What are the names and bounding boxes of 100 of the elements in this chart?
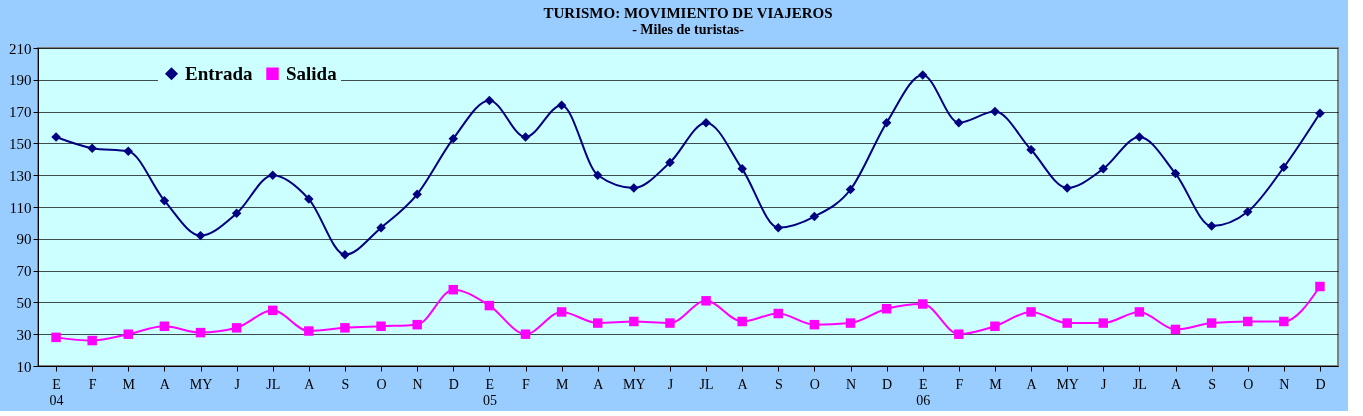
x-tick-label: F — [88, 376, 97, 392]
point — [1026, 307, 1036, 317]
point — [773, 222, 784, 233]
point — [990, 106, 1000, 117]
point — [990, 321, 1000, 331]
x-tick-label: JL — [699, 376, 714, 392]
point — [1026, 145, 1036, 155]
point — [1062, 318, 1072, 328]
y-tick-label: 110 — [9, 199, 32, 216]
point — [665, 157, 675, 168]
y-tick-label: 190 — [9, 72, 32, 89]
y-tick-label: 70 — [16, 263, 32, 280]
point — [484, 95, 495, 106]
x-tick-label: E 05 — [482, 376, 497, 408]
point — [195, 230, 206, 241]
y-tick-label: 50 — [16, 294, 32, 311]
chart-subtitle: - Miles de turistas- — [632, 22, 745, 37]
point — [520, 329, 531, 339]
point — [701, 296, 711, 306]
point — [1206, 318, 1217, 328]
point — [881, 304, 892, 314]
point — [87, 335, 97, 346]
point — [809, 211, 820, 222]
point — [1134, 132, 1145, 142]
y-tick-label: 30 — [16, 326, 32, 343]
x-tick-label: E 06 — [916, 376, 931, 408]
x-tick-label: O — [1243, 376, 1254, 392]
point — [51, 332, 61, 343]
point — [1170, 324, 1181, 335]
x-tick-label: A — [304, 376, 316, 392]
point — [1170, 168, 1181, 179]
x-tick-label: O — [376, 376, 387, 392]
x-tick-label: J — [234, 376, 241, 392]
x-tick-label: D — [1315, 376, 1326, 392]
y-tick-label: 210 — [9, 40, 32, 57]
point — [195, 327, 206, 338]
x-tick-label: A — [737, 376, 749, 392]
chart-title: TURISMO: MOVIMIENTO DE VIAJEROS — [543, 5, 833, 21]
point — [1279, 162, 1289, 172]
point — [412, 189, 422, 200]
point — [773, 308, 784, 319]
x-tick-label: S — [341, 376, 350, 392]
point — [87, 143, 97, 153]
point — [954, 329, 964, 339]
point — [701, 117, 711, 128]
x-tick-label: F — [522, 376, 531, 392]
y-tick-label: 10 — [16, 358, 32, 375]
point — [376, 222, 386, 233]
x-tick-label: N — [845, 376, 857, 392]
x-tick-label: J — [1101, 376, 1108, 392]
point — [304, 326, 314, 336]
x-tick-label: MY — [189, 376, 213, 392]
point — [556, 307, 567, 317]
y-tick-label: 130 — [9, 167, 32, 184]
x-tick-label: M — [989, 376, 1003, 392]
y-tick-label: 170 — [9, 104, 32, 121]
point — [340, 323, 350, 333]
x-tick-label: M — [122, 376, 136, 392]
point — [340, 249, 350, 260]
point — [845, 184, 856, 195]
point — [123, 329, 134, 339]
point — [954, 117, 964, 128]
point — [592, 318, 603, 328]
x-tick-label: S — [1208, 376, 1217, 392]
point — [448, 133, 459, 144]
point — [159, 195, 170, 206]
point — [917, 70, 928, 80]
x-tick-label: MY — [623, 376, 646, 392]
x-tick-label: N — [412, 376, 423, 392]
legend-label: Salida — [286, 62, 338, 84]
legend-label: Entrada — [185, 62, 254, 84]
x-tick-label: A — [1026, 376, 1038, 392]
x-tick-label: N — [1279, 376, 1290, 392]
point — [376, 321, 386, 331]
x-tick-label: A — [1170, 376, 1182, 392]
point — [629, 316, 639, 327]
x-tick-label: E 04 — [49, 376, 64, 408]
x-tick-label: D — [448, 376, 459, 392]
point — [484, 300, 495, 311]
x-tick-label: S — [774, 376, 783, 392]
point — [231, 323, 242, 333]
point — [737, 316, 747, 327]
point — [231, 208, 242, 219]
x-tick-label: O — [809, 376, 820, 392]
point — [123, 146, 134, 157]
point — [1098, 318, 1109, 328]
point — [629, 183, 639, 193]
point — [665, 318, 675, 328]
point — [520, 132, 531, 142]
point — [592, 170, 603, 180]
point — [1315, 281, 1325, 292]
x-tick-label: D — [882, 376, 893, 392]
point — [917, 299, 928, 309]
point — [881, 117, 892, 128]
point — [1242, 207, 1253, 217]
point — [412, 319, 422, 330]
point — [737, 164, 747, 174]
point — [448, 284, 459, 295]
y-tick-label: 150 — [9, 135, 32, 152]
x-tick-label: MY — [1056, 376, 1079, 392]
